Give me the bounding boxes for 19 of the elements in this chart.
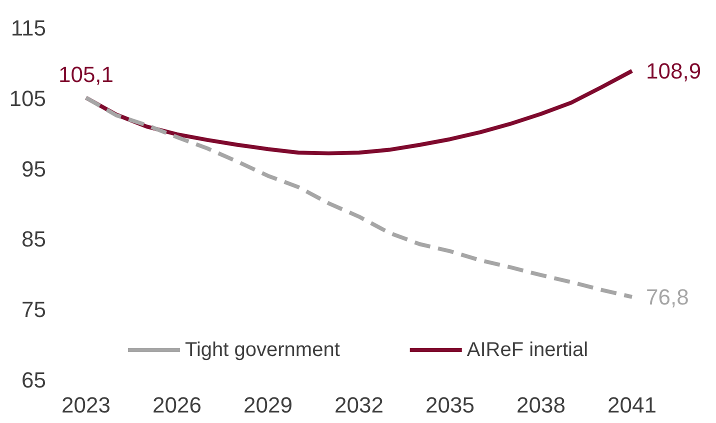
x-tick-label: 2032	[334, 392, 384, 418]
data-label: 76,8	[646, 284, 689, 310]
y-tick-label: 85	[22, 226, 46, 252]
y-tick-label: 105	[9, 86, 46, 111]
data-label: 105,1	[58, 62, 114, 88]
x-tick-label: 2026	[152, 392, 202, 418]
x-tick-label: 2029	[244, 392, 292, 418]
line-series	[84, 96, 634, 299]
x-tick-label: 2023	[62, 392, 110, 418]
y-tick-label: 95	[22, 156, 46, 182]
y-tick-label: 115	[10, 16, 46, 40]
x-tick-label: 2038	[516, 392, 566, 418]
y-tick-label: 75	[22, 297, 46, 322]
legend-label: Tight government	[184, 339, 340, 361]
legend-label: AIReF inertial	[466, 339, 588, 361]
x-tick-label: 2035	[426, 392, 474, 418]
x-tick-label: 2041	[608, 392, 656, 418]
data-label: 108,9	[646, 58, 702, 84]
y-tick-label: 65	[22, 368, 46, 392]
